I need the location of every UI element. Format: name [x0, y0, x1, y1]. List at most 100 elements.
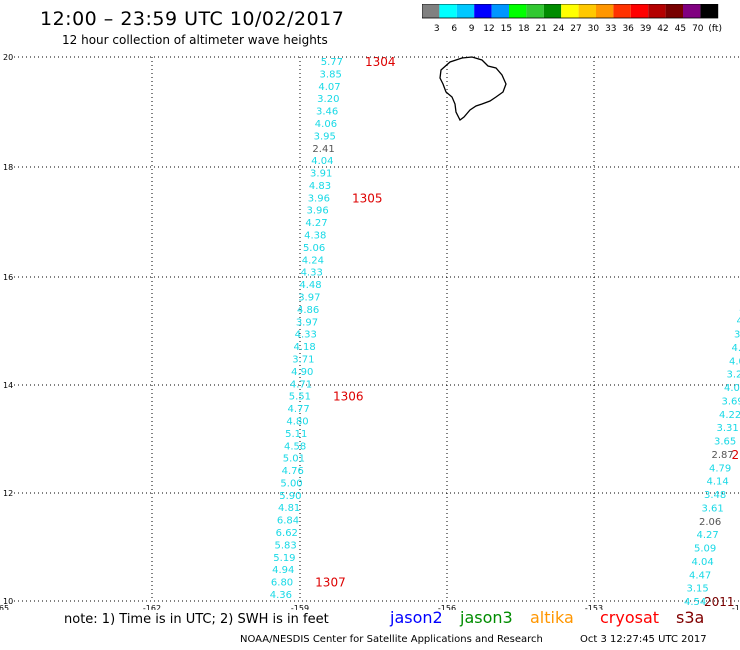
swh-value: 5.01 — [283, 454, 305, 465]
swh-value: 4.80 — [286, 416, 308, 427]
lat-tick-label: 12 — [3, 489, 13, 498]
swh-value: 5.90 — [279, 491, 301, 502]
swh-value: 4.79 — [709, 463, 731, 474]
swh-value: 4.04 — [692, 557, 714, 568]
time-marker: 1307 — [315, 576, 346, 590]
lon-tick-label: -156 — [438, 604, 456, 610]
swh-value: 5.83 — [274, 540, 296, 551]
lon-tick-label: -165 — [0, 604, 9, 610]
wave-height-colorbar: 3 6 9 12 15 18 21 24 27 30 33 36 39 42 45 70 (ft) — [422, 4, 722, 34]
swh-value: 4.08 — [729, 356, 740, 367]
legend-altika: altika — [530, 608, 574, 627]
swh-value: 5.51 — [289, 392, 311, 403]
swh-value: 3.61 — [702, 503, 724, 514]
colorbar-label: 30 — [588, 24, 600, 34]
colorbar-swatch — [439, 4, 457, 18]
colorbar-label: 33 — [605, 24, 616, 34]
legend-s3a: s3a — [676, 608, 705, 627]
lon-tick-label: -150 — [732, 604, 740, 610]
swh-value: 3.20 — [317, 94, 339, 105]
page-title: 12:00 – 23:59 UTC 10/02/2017 — [40, 8, 345, 30]
swh-value: 3.91 — [310, 169, 332, 180]
swh-value: 3.71 — [292, 354, 314, 365]
swh-value: 4.58 — [284, 441, 306, 452]
colorbar-swatch — [422, 4, 440, 18]
swh-value: 3.69 — [722, 396, 740, 407]
time-marker: 1304 — [365, 55, 396, 69]
colorbar-swatch — [474, 4, 492, 18]
swh-value: 5.19 — [273, 553, 295, 564]
legend-jason2: jason2 — [390, 608, 443, 627]
swh-value: 3.97 — [296, 317, 318, 328]
swh-value: 3.46 — [316, 107, 338, 118]
swh-value: 4.77 — [288, 404, 310, 415]
swh-value: 4.22 — [719, 410, 740, 421]
swh-value: 4.2 — [737, 316, 740, 327]
colorbar-label: 45 — [675, 24, 686, 34]
swh-value: 3.31 — [717, 423, 739, 434]
colorbar-swatch — [665, 4, 683, 18]
colorbar-swatch — [509, 4, 527, 18]
swh-value: 4.36 — [270, 590, 292, 601]
colorbar-label: 42 — [657, 24, 668, 34]
swh-value: 4.06 — [315, 119, 337, 130]
colorbar-label: (ft) — [708, 24, 722, 34]
swh-value: 5.77 — [321, 57, 343, 68]
colorbar-swatch — [543, 4, 562, 18]
time-marker: 2011 — [704, 595, 735, 609]
swh-value: 3.85 — [320, 69, 342, 80]
lat-tick-label: 16 — [3, 273, 13, 282]
swh-value: 4.07 — [318, 82, 340, 93]
legend-note: note: 1) Time is in UTC; 2) SWH is in fe… — [64, 612, 329, 627]
swh-value: 5.00 — [280, 478, 302, 489]
swh-value: 6.80 — [271, 578, 293, 589]
colorbar-swatch — [683, 4, 701, 18]
lat-tick-label: 18 — [3, 163, 13, 172]
legend-jason3: jason3 — [460, 608, 513, 627]
swh-value: 4.24 — [302, 255, 324, 266]
swh-value: 3.15 — [687, 584, 709, 595]
colorbar-label: 39 — [640, 24, 652, 34]
colorbar-swatch — [491, 4, 509, 18]
colorbar-swatch — [526, 4, 544, 18]
swh-value: 4.94 — [272, 565, 294, 576]
axis-tick-labels: -165 -162 -159 -156 -153 -150 20 18 16 14 12 10 — [0, 53, 740, 610]
lat-tick-label: 20 — [3, 53, 13, 62]
track-2: 4.54 3.15 4.47 4.04 5.09 4.27 2.06 3.61 3.48 4.14… — [684, 303, 740, 609]
colorbar-label: 36 — [622, 24, 634, 34]
time-marker: 1305 — [352, 191, 383, 205]
colorbar-swatch — [596, 4, 614, 18]
colorbar-label: 21 — [535, 24, 546, 34]
track-1: 5.773.85 4.073.20 3.464.063.95 2.414.04 3.91… — [270, 55, 396, 601]
swh-value: 2.06 — [699, 517, 721, 528]
colorbar-label: 24 — [553, 24, 565, 34]
swh-value: 3.95 — [314, 131, 336, 142]
colorbar-label: 9 — [469, 24, 475, 34]
colorbar-swatch — [456, 4, 475, 18]
swh-value: 4.27 — [697, 530, 719, 541]
colorbar-label: 12 — [483, 24, 494, 34]
lon-tick-label: -159 — [291, 604, 309, 610]
colorbar-swatch — [613, 4, 631, 18]
lon-tick-label: -162 — [143, 604, 161, 610]
time-marker: 2 — [732, 448, 740, 462]
swh-value: 4.00 — [724, 383, 740, 394]
altimeter-tracks: 5.773.854.073.203.464.063.952.414.043.91… — [270, 55, 740, 609]
swh-value: 2.87 — [712, 450, 734, 461]
colorbar-swatch — [700, 4, 718, 18]
swh-value: 2.41 — [312, 144, 334, 155]
footer-timestamp: Oct 3 12:27:45 UTC 2017 — [580, 634, 707, 645]
swh-value: 4.83 — [309, 181, 331, 192]
swh-value: 4.81 — [278, 503, 300, 514]
swh-value: 3.48 — [704, 490, 726, 501]
swh-value: 4.33 — [295, 330, 317, 341]
swh-value: 3.71 — [734, 330, 740, 341]
swh-value: 4.38 — [304, 231, 326, 242]
swh-value: 4.47 — [689, 570, 711, 581]
lat-tick-label: 10 — [3, 597, 13, 606]
swh-value: 5.11 — [285, 429, 307, 440]
swh-value: 4.04 — [311, 156, 333, 167]
colorbar-label: 27 — [570, 24, 581, 34]
lon-tick-label: -153 — [585, 604, 603, 610]
altimeter-map: -165 -162 -159 -156 -153 -150 20 18 16 14 12 10 5.7… — [0, 53, 740, 610]
